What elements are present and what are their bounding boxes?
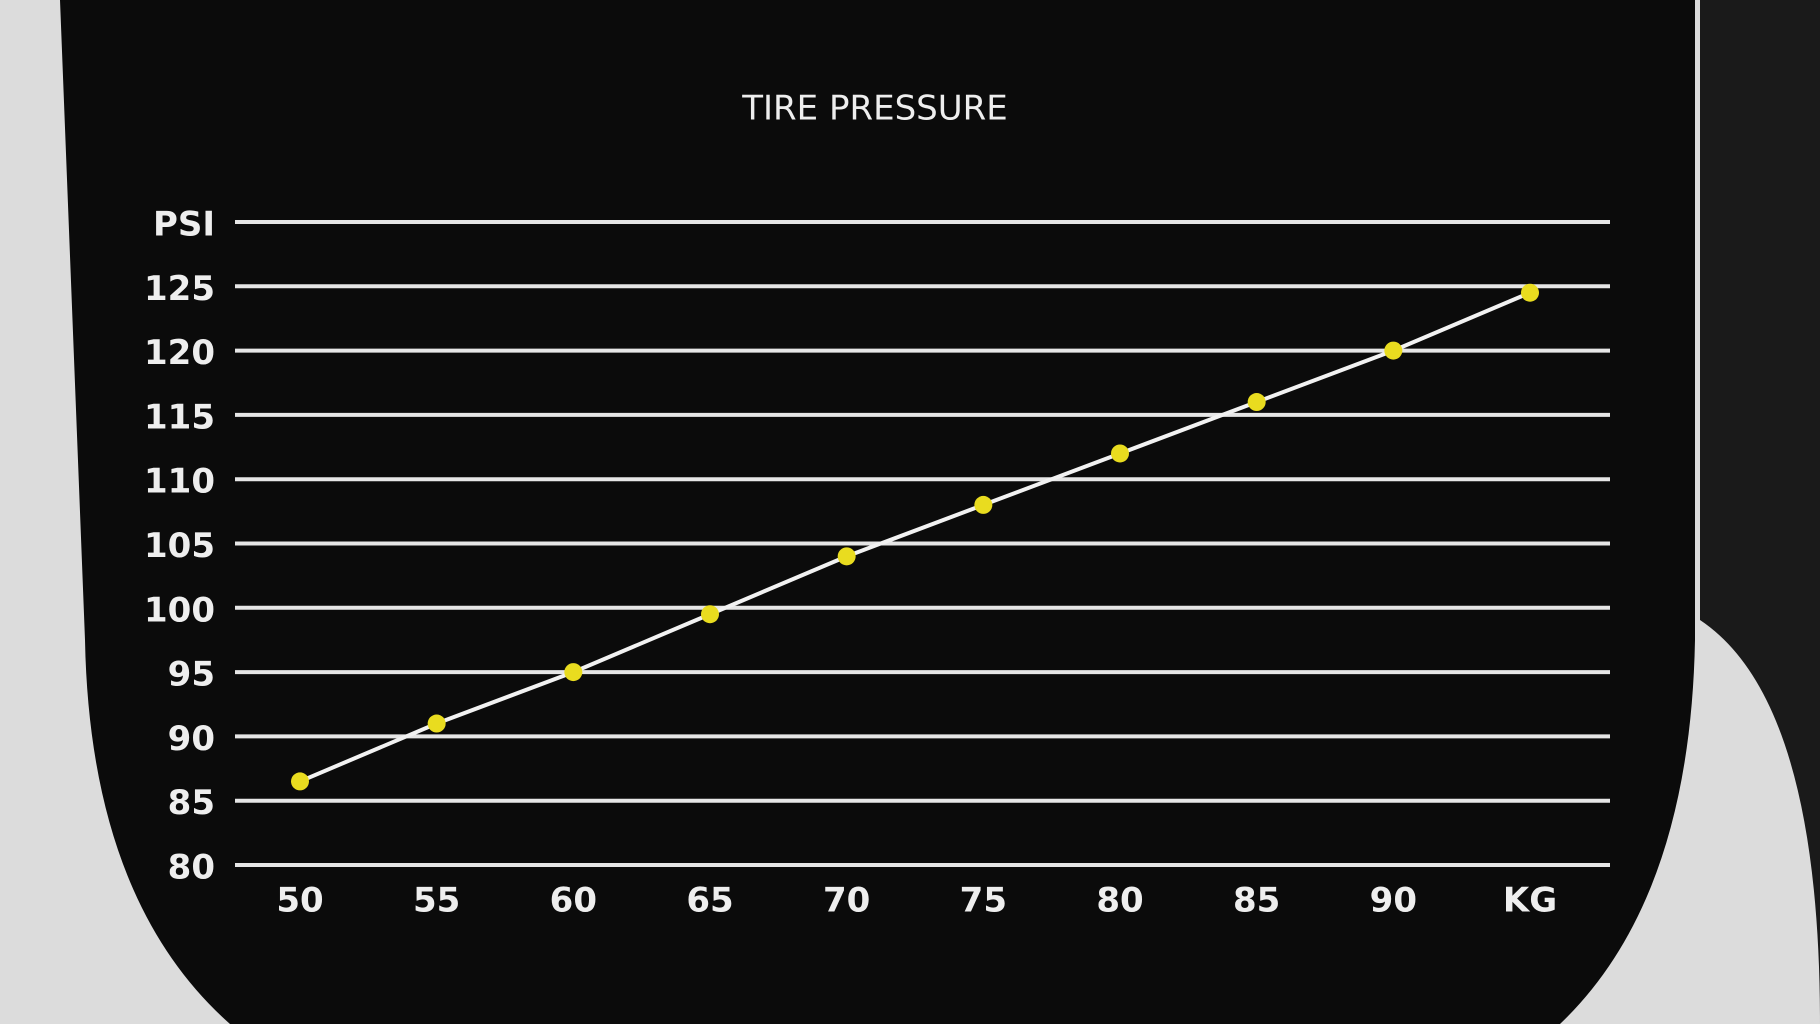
point (1111, 444, 1129, 463)
y-tick-label: 90 (168, 719, 215, 759)
x-tick-label: 80 (1096, 881, 1143, 921)
x-tick-label: 50 (276, 881, 323, 921)
next-card (1700, 0, 1820, 1024)
point (291, 772, 309, 791)
x-tick-label: 65 (686, 881, 733, 921)
point (1384, 341, 1403, 360)
x-tick-label: 90 (1370, 881, 1417, 921)
x-tick-label: 85 (1233, 881, 1280, 921)
y-tick-label: 125 (144, 269, 215, 309)
point (1521, 283, 1539, 302)
y-tick-label: 100 (144, 590, 215, 630)
x-tick-label: 55 (413, 881, 460, 921)
y-tick-label: 80 (168, 848, 215, 888)
point (974, 495, 993, 514)
y-tick-label: 115 (144, 397, 215, 437)
y-tick-label: PSI (153, 205, 215, 245)
x-tick-label: 70 (823, 881, 870, 921)
x-tick-label: 75 (960, 881, 1007, 921)
chart-title: TIRE PRESSURE (741, 89, 1007, 129)
point (701, 605, 719, 624)
x-tick-label: KG (1503, 881, 1557, 921)
point (1247, 393, 1266, 412)
x-tick-label: 60 (550, 881, 597, 921)
line (299, 290, 1531, 784)
y-tick-label: 105 (144, 526, 215, 566)
y-tick-label: 85 (168, 783, 215, 823)
point (564, 663, 583, 682)
point (427, 714, 446, 733)
y-tick-label: 110 (144, 462, 215, 502)
y-tick-label: 120 (144, 333, 215, 373)
card (60, 0, 1695, 1024)
y-tick-label: 95 (168, 655, 215, 695)
point (837, 547, 856, 566)
